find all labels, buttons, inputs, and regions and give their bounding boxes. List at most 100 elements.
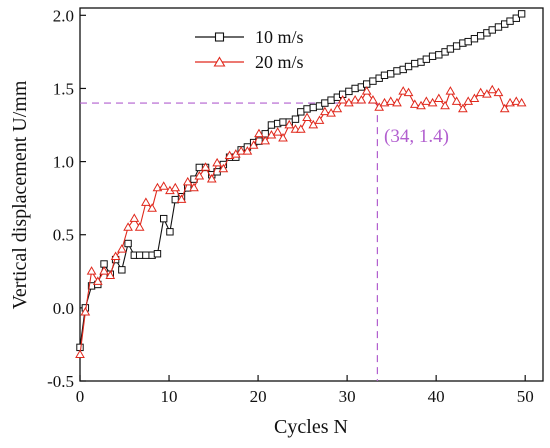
data-point-square <box>327 96 335 104</box>
series-10ms <box>76 10 526 352</box>
x-tick-label: 40 <box>428 387 445 406</box>
data-point-square <box>291 115 300 123</box>
data-point-triangle <box>350 94 360 104</box>
data-point-triangle <box>123 222 133 231</box>
data-point-triangle <box>147 203 157 212</box>
y-tick-label: -0.5 <box>47 372 74 391</box>
legend-marker-triangle <box>213 56 226 67</box>
series-layer <box>75 10 527 358</box>
data-point-square <box>279 118 287 126</box>
data-point-triangle <box>308 119 319 129</box>
data-point-square <box>494 23 503 31</box>
axis-ticks: 0 10 20 30 40 50 -0.5 0.0 0.5 1.0 1.5 2.0 <box>47 6 534 406</box>
data-point-triangle <box>374 102 385 111</box>
data-point-triangle <box>445 86 456 95</box>
data-point-square <box>470 35 479 43</box>
x-tick-label: 30 <box>339 387 356 406</box>
data-point-triangle <box>212 157 222 167</box>
data-point-triangle <box>129 213 140 222</box>
data-point-square <box>488 26 496 34</box>
data-point-triangle <box>295 124 306 133</box>
data-point-square <box>464 37 472 46</box>
data-point-triangle <box>356 94 367 104</box>
data-point-triangle <box>116 244 127 253</box>
data-point-triangle <box>511 96 522 105</box>
data-point-square <box>517 10 526 18</box>
legend: 10 m/s 20 m/s <box>195 27 304 72</box>
data-point-square <box>506 17 514 25</box>
data-point-triangle <box>433 93 444 102</box>
data-point-square <box>159 214 168 223</box>
data-point-square <box>476 32 485 40</box>
x-tick-label: 0 <box>76 387 85 406</box>
data-point-triangle <box>469 93 480 102</box>
data-point-square <box>118 266 126 274</box>
data-point-triangle <box>421 96 432 105</box>
y-tick-label: 0.5 <box>53 226 74 245</box>
x-tick-label: 10 <box>161 387 178 406</box>
data-point-triangle <box>337 94 348 104</box>
legend-label-20ms: 20 m/s <box>255 52 304 72</box>
data-point-triangle <box>141 197 151 206</box>
data-point-triangle <box>158 181 169 190</box>
data-point-square <box>452 42 461 50</box>
data-point-triangle <box>493 87 504 97</box>
series-20ms <box>75 84 527 358</box>
data-point-triangle <box>516 97 527 107</box>
data-point-triangle <box>284 119 295 129</box>
data-point-triangle <box>189 182 199 192</box>
x-axis-title: Cycles N <box>274 416 348 438</box>
data-point-triangle <box>254 128 264 138</box>
data-point-triangle <box>110 251 121 260</box>
y-axis-title: Vertical displacement U/mm <box>9 80 31 309</box>
annotation-guides <box>80 102 378 381</box>
data-point-square <box>345 87 353 96</box>
data-point-triangle <box>475 87 486 97</box>
y-tick-label: 2.0 <box>53 6 74 25</box>
data-point-square <box>166 228 174 236</box>
data-point-triangle <box>75 349 85 358</box>
data-point-triangle <box>134 222 145 231</box>
data-point-square <box>393 67 401 75</box>
data-point-triangle <box>409 99 420 108</box>
data-point-square <box>435 51 443 59</box>
legend-marker-square <box>214 32 225 42</box>
data-point-triangle <box>236 146 247 155</box>
data-point-triangle <box>332 103 343 113</box>
data-point-triangle <box>451 96 462 105</box>
data-point-triangle <box>302 112 312 122</box>
data-point-square <box>380 71 389 79</box>
data-point-triangle <box>182 176 193 186</box>
data-point-triangle <box>398 86 409 95</box>
data-point-triangle <box>385 96 396 105</box>
data-point-triangle <box>499 103 510 113</box>
data-point-square <box>369 77 377 85</box>
x-tick-label: 50 <box>517 387 534 406</box>
data-point-triangle <box>218 163 229 173</box>
data-point-triangle <box>319 106 330 116</box>
data-point-triangle <box>403 87 414 97</box>
x-tick-label: 20 <box>250 387 267 406</box>
y-tick-label: 0.0 <box>53 299 74 318</box>
data-point-square <box>135 251 144 259</box>
data-point-square <box>124 239 132 248</box>
data-point-triangle <box>200 162 211 171</box>
data-point-square <box>153 250 162 258</box>
data-point-triangle <box>361 86 372 95</box>
data-point-triangle <box>368 94 378 104</box>
data-point-triangle <box>392 97 402 107</box>
data-point-square <box>422 55 431 63</box>
data-point-triangle <box>194 171 205 180</box>
data-point-square <box>321 99 329 107</box>
data-point-triangle <box>92 276 103 285</box>
data-point-triangle <box>206 173 217 183</box>
plot-frame <box>79 7 544 382</box>
data-point-square <box>446 45 455 53</box>
data-point-triangle <box>416 100 426 110</box>
data-point-triangle <box>260 135 271 145</box>
data-point-triangle <box>176 194 187 203</box>
data-point-square <box>142 251 150 259</box>
data-point-triangle <box>105 270 116 279</box>
data-point-triangle <box>80 307 91 316</box>
